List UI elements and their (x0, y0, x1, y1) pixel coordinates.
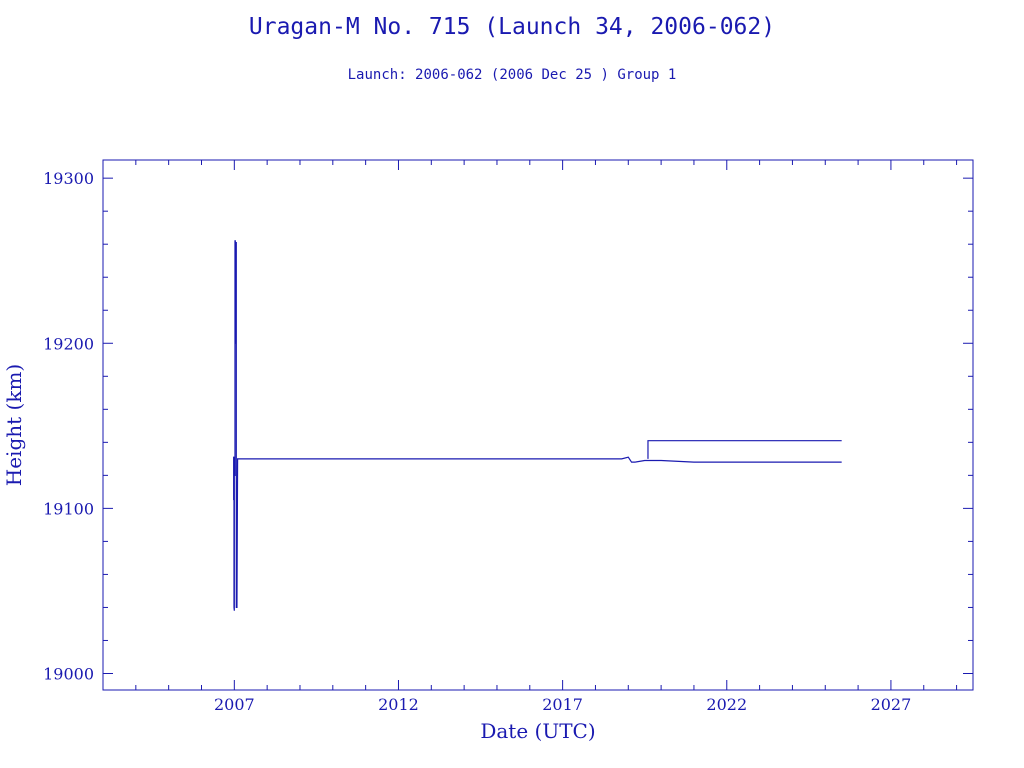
chart-title: Uragan-M No. 715 (Launch 34, 2006-062) (248, 14, 776, 40)
y-axis-label: Height (km) (2, 364, 26, 486)
x-tick-label: 2027 (871, 695, 912, 714)
x-tick-label: 2017 (542, 695, 583, 714)
series-line-1 (233, 240, 842, 611)
x-tick-label: 2012 (378, 695, 419, 714)
x-tick-label: 2007 (214, 695, 255, 714)
chart-subtitle: Launch: 2006-062 (2006 Dec 25 ) Group 1 (347, 67, 677, 83)
series-group (233, 240, 842, 611)
x-tick-label: 2022 (706, 695, 747, 714)
y-tick-label: 19000 (43, 664, 94, 683)
series-line-2 (647, 440, 842, 459)
y-tick-label: 19300 (43, 169, 94, 188)
tick-labels: 2007 2012 2017 2022 2027 19000 19100 19200 19300 (43, 169, 911, 714)
plot-frame (102, 159, 974, 691)
x-axis-label: Date (UTC) (480, 719, 595, 743)
y-tick-label: 19200 (43, 334, 94, 353)
y-tick-label: 19100 (43, 499, 94, 518)
tick-marks (102, 160, 973, 690)
